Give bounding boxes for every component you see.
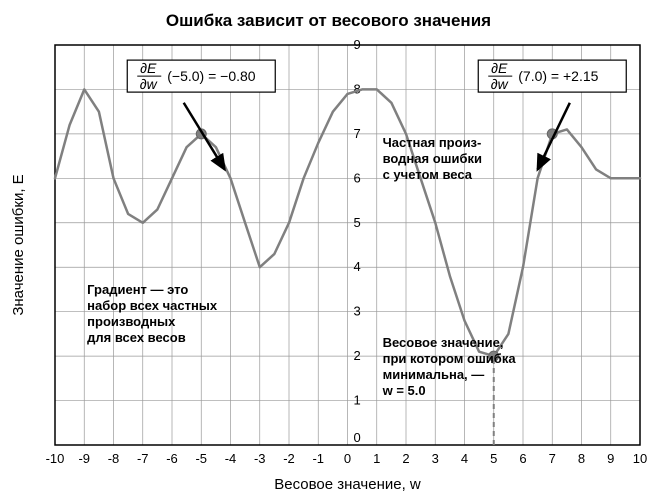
annotation-text: набор всех частных <box>87 298 218 313</box>
annotation-text: минимальна, — <box>383 367 485 382</box>
y-tick-label: 0 <box>354 430 361 445</box>
formula-numer: ∂E <box>140 60 157 76</box>
annotation-text: Частная произ- <box>383 135 482 150</box>
x-tick-label: 1 <box>373 451 380 466</box>
x-tick-label: -7 <box>137 451 149 466</box>
x-tick-label: -1 <box>312 451 324 466</box>
y-tick-label: 1 <box>354 393 361 408</box>
x-tick-label: 10 <box>633 451 647 466</box>
x-tick-label: 2 <box>402 451 409 466</box>
y-tick-label: 5 <box>354 215 361 230</box>
annotation-text: Градиент — это <box>87 282 188 297</box>
annotation-text: водная ошибки <box>383 151 482 166</box>
x-tick-label: 5 <box>490 451 497 466</box>
annotation-text: w = 5.0 <box>382 383 426 398</box>
y-tick-label: 4 <box>354 259 361 274</box>
x-tick-label: 7 <box>549 451 556 466</box>
formula-denom: ∂w <box>140 76 158 92</box>
annotation-text: производных <box>87 314 176 329</box>
formula-value: (−5.0) = −0.80 <box>167 68 256 84</box>
chart-title: Ошибка зависит от весового значения <box>166 11 491 30</box>
annotation-text: при котором ошибка <box>383 351 517 366</box>
formula-numer: ∂E <box>491 60 508 76</box>
x-tick-label: -5 <box>195 451 207 466</box>
x-tick-label: -9 <box>78 451 90 466</box>
error-vs-weight-chart: -10-9-8-7-6-5-4-3-2-10123456789101234567… <box>0 0 657 504</box>
formula-denom: ∂w <box>491 76 509 92</box>
y-tick-label: 6 <box>354 170 361 185</box>
y-tick-label: 7 <box>354 126 361 141</box>
x-tick-label: 3 <box>432 451 439 466</box>
y-axis-label: Значение ошибки, E <box>10 174 27 315</box>
x-axis-label: Весовое значение, w <box>274 476 421 493</box>
x-tick-label: -10 <box>46 451 65 466</box>
y-tick-label: 2 <box>354 348 361 363</box>
x-tick-label: 8 <box>578 451 585 466</box>
x-tick-label: 0 <box>344 451 351 466</box>
formula-value: (7.0) = +2.15 <box>518 68 598 84</box>
x-tick-label: -3 <box>254 451 266 466</box>
annotation-text: Весовое значение, <box>383 335 504 350</box>
x-tick-label: -4 <box>225 451 237 466</box>
x-tick-label: -8 <box>108 451 120 466</box>
x-tick-label: 9 <box>607 451 614 466</box>
x-tick-label: -2 <box>283 451 295 466</box>
x-tick-label: 6 <box>519 451 526 466</box>
x-tick-label: -6 <box>166 451 178 466</box>
y-tick-label: 3 <box>354 304 361 319</box>
x-tick-label: 4 <box>461 451 468 466</box>
y-tick-label: 9 <box>354 37 361 52</box>
annotation-text: с учетом веса <box>383 167 473 182</box>
annotation-text: для всех весов <box>87 330 186 345</box>
